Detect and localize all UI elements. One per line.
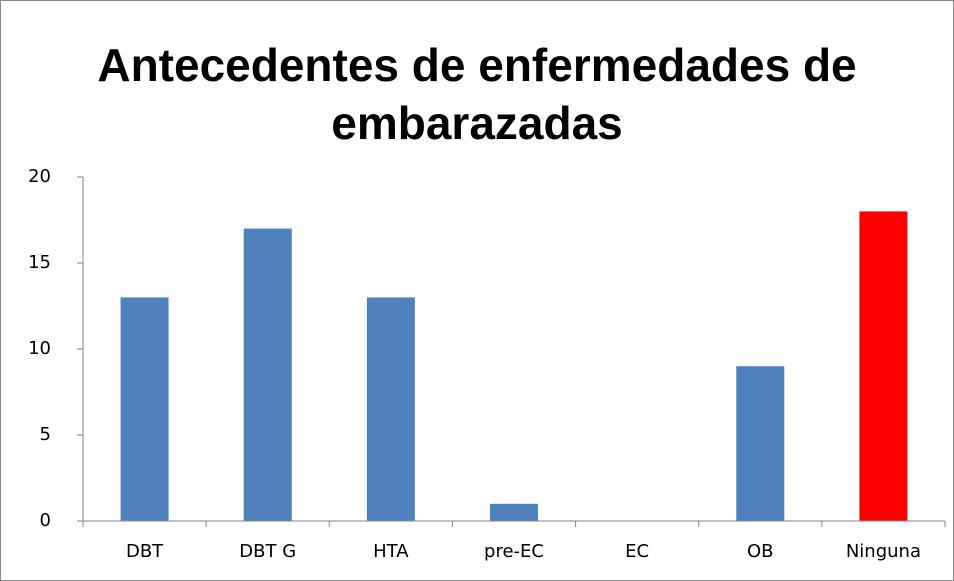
x-tick-label: Ninguna: [846, 541, 921, 562]
bar: [120, 297, 169, 521]
y-tick-label: 20: [28, 166, 51, 187]
chart-title: Antecedentes de enfermedades de embaraza…: [97, 39, 857, 149]
x-tick-label: HTA: [373, 541, 409, 562]
y-tick-label: 15: [28, 252, 51, 273]
y-tick-label: 10: [28, 338, 51, 359]
x-tick-label: EC: [625, 541, 649, 562]
y-tick-label: 5: [40, 424, 51, 445]
bar: [366, 297, 415, 521]
bar: [243, 228, 292, 521]
bar: [736, 366, 785, 521]
x-tick-label: OB: [747, 541, 774, 562]
x-tick-label: DBT: [126, 541, 164, 562]
y-tick-label: 0: [40, 510, 51, 531]
bar: [490, 503, 538, 521]
x-tick-label: pre-EC: [484, 541, 544, 562]
x-tick-label: DBT G: [239, 541, 296, 562]
bar: [859, 211, 908, 521]
